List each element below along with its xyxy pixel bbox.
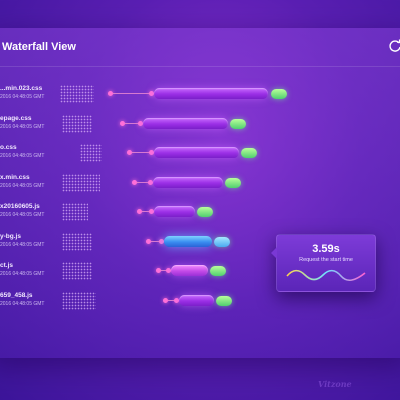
- panel-header: [0, 28, 400, 67]
- request-name: x20160605.js: [0, 203, 40, 210]
- size-indicator: [62, 173, 100, 192]
- duration-bar[interactable]: [154, 206, 195, 217]
- request-marker: [138, 120, 143, 126]
- request-row[interactable]: x.min.css 2016 04:48:05 GMT: [0, 173, 400, 198]
- request-name: epage.css: [0, 114, 32, 122]
- start-marker: [156, 268, 161, 273]
- download-segment[interactable]: [230, 118, 247, 129]
- wait-line: [125, 122, 143, 124]
- download-segment[interactable]: [196, 207, 213, 217]
- size-indicator: [60, 85, 94, 103]
- wait-line: [151, 240, 164, 242]
- duration-bar[interactable]: [153, 176, 224, 188]
- duration-bar[interactable]: [154, 147, 240, 158]
- refresh-icon[interactable]: [388, 39, 400, 53]
- download-segment[interactable]: [215, 295, 232, 306]
- watermark-sub: zone: [330, 379, 352, 389]
- start-marker: [127, 150, 133, 155]
- request-row[interactable]: o.css 2016 04:48:05 GMT: [0, 144, 400, 168]
- timing-tooltip: 3.59s Request the start time: [271, 234, 376, 292]
- request-name: ...min.023.css: [0, 85, 43, 92]
- wait-line: [161, 270, 172, 271]
- request-row[interactable]: x20160605.js 2016 04:48:05 GMT: [0, 203, 400, 227]
- wave-sparkline: [286, 269, 366, 282]
- request-time: 2016 04:48:05 GMT: [0, 123, 45, 130]
- size-indicator: [62, 262, 92, 280]
- request-marker: [149, 209, 155, 214]
- download-segment[interactable]: [270, 89, 287, 99]
- request-marker: [173, 297, 179, 303]
- request-name: 659_458.js: [0, 291, 33, 299]
- size-indicator: [62, 114, 92, 133]
- duration-bar[interactable]: [143, 117, 229, 129]
- request-marker: [166, 268, 172, 273]
- size-indicator: [80, 144, 102, 162]
- request-time: 2016 04:48:05 GMT: [0, 300, 45, 307]
- request-row[interactable]: y-bg.js 2016 04:48:05 GMT: [0, 232, 400, 257]
- size-indicator: [62, 232, 92, 251]
- request-time: 2016 04:48:05 GMT: [0, 153, 45, 159]
- start-marker: [120, 120, 125, 126]
- request-name: x.min.css: [0, 173, 30, 181]
- watermark-text: Vit: [318, 379, 331, 389]
- duration-bar[interactable]: [153, 88, 269, 99]
- page-title: Waterfall View: [2, 41, 76, 53]
- start-marker: [108, 91, 113, 96]
- size-indicator: [62, 291, 96, 310]
- request-marker: [148, 91, 154, 96]
- request-name: o.css: [0, 144, 17, 151]
- start-marker: [163, 297, 169, 303]
- watermark-logo: Vitzone: [318, 372, 352, 392]
- request-time: 2016 04:48:05 GMT: [0, 212, 45, 218]
- request-marker: [149, 150, 154, 155]
- download-segment[interactable]: [225, 177, 242, 188]
- download-segment[interactable]: [213, 236, 230, 247]
- tooltip-label: Request the start time: [299, 257, 353, 263]
- start-marker: [146, 238, 152, 244]
- request-marker: [148, 179, 154, 185]
- size-indicator: [62, 203, 88, 221]
- request-time: 2016 04:48:05 GMT: [0, 182, 45, 189]
- duration-bar[interactable]: [171, 265, 209, 276]
- wait-line: [168, 299, 179, 301]
- duration-bar[interactable]: [178, 294, 214, 306]
- download-segment[interactable]: [241, 148, 258, 158]
- request-name: ct.js: [0, 262, 14, 269]
- wait-line: [141, 211, 155, 212]
- tooltip-value: 3.59s: [312, 243, 340, 255]
- request-time: 2016 04:48:05 GMT: [0, 241, 45, 248]
- wait-line: [137, 181, 154, 183]
- request-time: 2016 04:48:05 GMT: [0, 94, 45, 100]
- request-marker: [158, 238, 164, 244]
- duration-bar[interactable]: [163, 235, 212, 247]
- request-row[interactable]: ...min.023.css 2016 04:48:05 GMT: [0, 85, 400, 109]
- wait-line: [113, 93, 154, 94]
- download-segment[interactable]: [210, 266, 227, 276]
- request-row[interactable]: epage.css 2016 04:48:05 GMT: [0, 114, 400, 139]
- request-row[interactable]: 659_458.js 2016 04:48:05 GMT: [0, 291, 400, 316]
- wait-line: [132, 152, 154, 153]
- request-name: y-bg.js: [0, 232, 21, 240]
- start-marker: [132, 179, 137, 185]
- start-marker: [136, 209, 142, 214]
- request-row[interactable]: ct.js 2016 04:48:05 GMT: [0, 262, 400, 286]
- request-time: 2016 04:48:05 GMT: [0, 271, 45, 277]
